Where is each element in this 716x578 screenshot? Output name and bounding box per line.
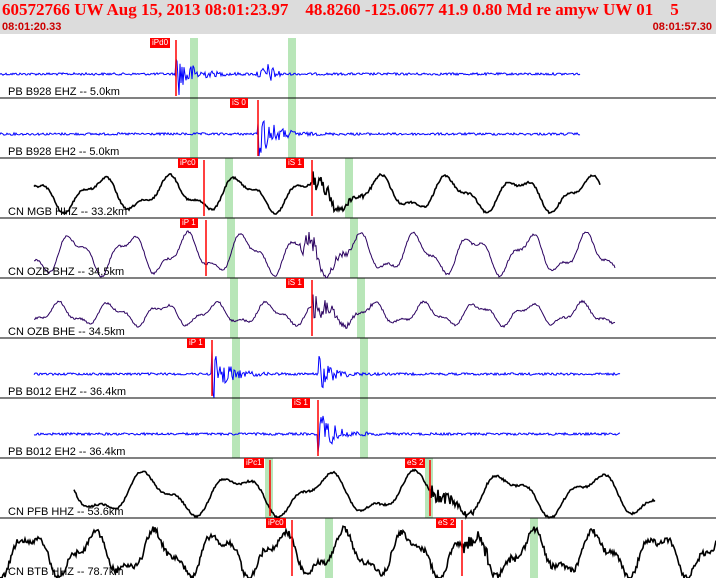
trace-label: CN PFB HHZ -- 53.6km (8, 506, 124, 518)
trace-row[interactable] (73, 460, 656, 520)
predicted-arrival-band (230, 278, 238, 338)
trace-label: PB B928 EHZ -- 5.0km (8, 86, 120, 98)
phase-pick-label[interactable]: iP 1 (187, 338, 205, 348)
waveform-trace (0, 525, 716, 578)
trace-row[interactable] (33, 400, 621, 456)
trace-row[interactable] (0, 520, 716, 578)
predicted-arrival-band (190, 98, 198, 158)
waveform-trace (33, 350, 621, 398)
predicted-arrival-band (225, 158, 233, 218)
waveform-trace (33, 171, 601, 215)
event-header: 60572766 UW Aug 15, 2013 08:01:23.97 48.… (0, 0, 716, 34)
predicted-arrival-band (360, 338, 368, 398)
trace-label: CN BTB HHZ -- 78.7km (8, 566, 124, 578)
predicted-arrival-band (265, 458, 273, 518)
trace-row[interactable] (34, 220, 616, 279)
predicted-arrival-band (350, 218, 358, 278)
waveform-trace (33, 415, 621, 453)
trace-label: PB B928 EH2 -- 5.0km (8, 146, 120, 158)
waveform-trace (73, 468, 656, 520)
end-time: 08:01:57.30 (652, 21, 712, 33)
predicted-arrival-band (288, 98, 296, 158)
phase-pick-label[interactable]: iS 1 (286, 158, 304, 168)
waveform-trace (34, 230, 616, 279)
phase-pick-label[interactable]: iPc0 (266, 518, 286, 528)
trace-label: PB B012 EHZ -- 36.4km (8, 386, 126, 398)
predicted-arrival-band (357, 278, 365, 338)
trace-label: CN MGB HHZ -- 33.2km (8, 206, 128, 218)
trace-row[interactable] (0, 100, 581, 157)
predicted-arrival-band (530, 518, 538, 578)
predicted-arrival-band (227, 218, 235, 278)
phase-pick-label[interactable]: eS 2 (405, 458, 426, 468)
trace-row[interactable] (33, 160, 601, 216)
waveform-trace (0, 58, 581, 96)
waveform-trace (34, 294, 616, 330)
trace-row[interactable] (33, 340, 621, 398)
phase-pick-label[interactable]: iS 1 (286, 278, 304, 288)
predicted-arrival-band (232, 398, 240, 458)
waveform-trace (0, 120, 581, 157)
phase-pick-label[interactable]: iPc0 (178, 158, 198, 168)
trace-label: CN OZB BHE -- 34.5km (8, 326, 125, 338)
predicted-arrival-band (288, 38, 296, 98)
phase-pick-label[interactable]: iPd0 (150, 38, 171, 48)
phase-pick-label[interactable]: iPc1 (244, 458, 264, 468)
trace-row[interactable] (34, 280, 616, 336)
seismogram-panel[interactable] (0, 34, 716, 578)
predicted-arrival-band (345, 158, 353, 218)
phase-pick-label[interactable]: iS 0 (230, 98, 248, 108)
phase-pick-label[interactable]: iS 1 (292, 398, 310, 408)
event-title: 60572766 UW Aug 15, 2013 08:01:23.97 48.… (2, 0, 679, 19)
trace-label: CN OZB BHZ -- 34.5km (8, 266, 125, 278)
phase-pick-label[interactable]: eS 2 (436, 518, 457, 528)
predicted-arrival-band (232, 338, 240, 398)
trace-label: PB B012 EH2 -- 36.4km (8, 446, 126, 458)
predicted-arrival-band (325, 518, 333, 578)
phase-pick-label[interactable]: iP 1 (180, 218, 198, 228)
predicted-arrival-band (360, 398, 368, 458)
trace-row[interactable] (0, 40, 581, 96)
start-time: 08:01:20.33 (2, 21, 62, 33)
